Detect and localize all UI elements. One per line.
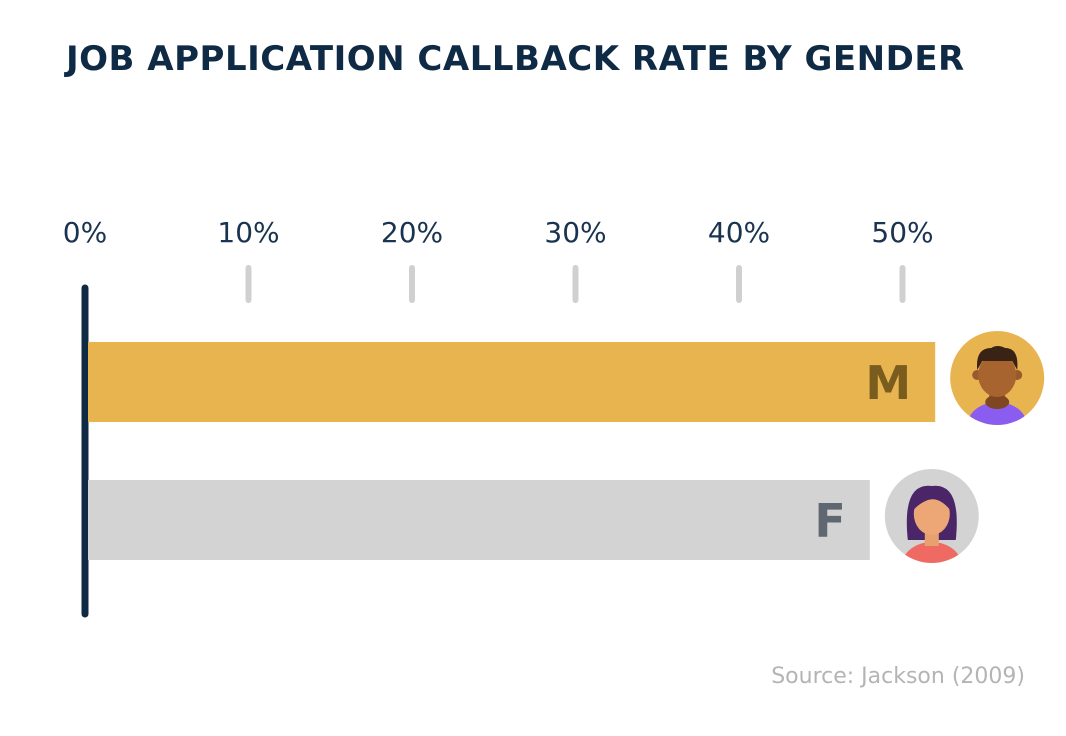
tick-label: 30%	[544, 216, 606, 249]
avatar-face	[978, 353, 1017, 397]
avatar-figure	[901, 485, 962, 563]
avatar-shirt	[901, 542, 962, 563]
bars-layer: MF	[88, 331, 1045, 563]
man-avatar-icon	[950, 331, 1045, 425]
avatar-figure	[967, 346, 1028, 425]
tick-layer: 0% 10% 20% 30% 40% 50%	[63, 216, 934, 303]
chart-title: JOB APPLICATION CALLBACK RATE BY GENDER	[64, 39, 965, 79]
tick-label: 20%	[381, 216, 443, 249]
avatar-hair	[976, 346, 1018, 370]
tick-label: 40%	[708, 216, 770, 249]
bar	[88, 342, 936, 422]
avatar-face	[913, 493, 950, 535]
woman-avatar-icon	[884, 469, 979, 563]
bar	[88, 480, 870, 560]
bar-label: F	[814, 494, 845, 548]
tick-label: 50%	[871, 216, 933, 249]
tick-label: 10%	[217, 216, 279, 249]
tick-label: 0%	[63, 216, 107, 249]
source-note: Source: Jackson (2009)	[771, 664, 1025, 689]
avatar-collar	[985, 395, 1010, 409]
bar-label: M	[865, 356, 911, 410]
avatar-shirt	[967, 402, 1028, 425]
avatar-hair-front	[911, 489, 952, 512]
